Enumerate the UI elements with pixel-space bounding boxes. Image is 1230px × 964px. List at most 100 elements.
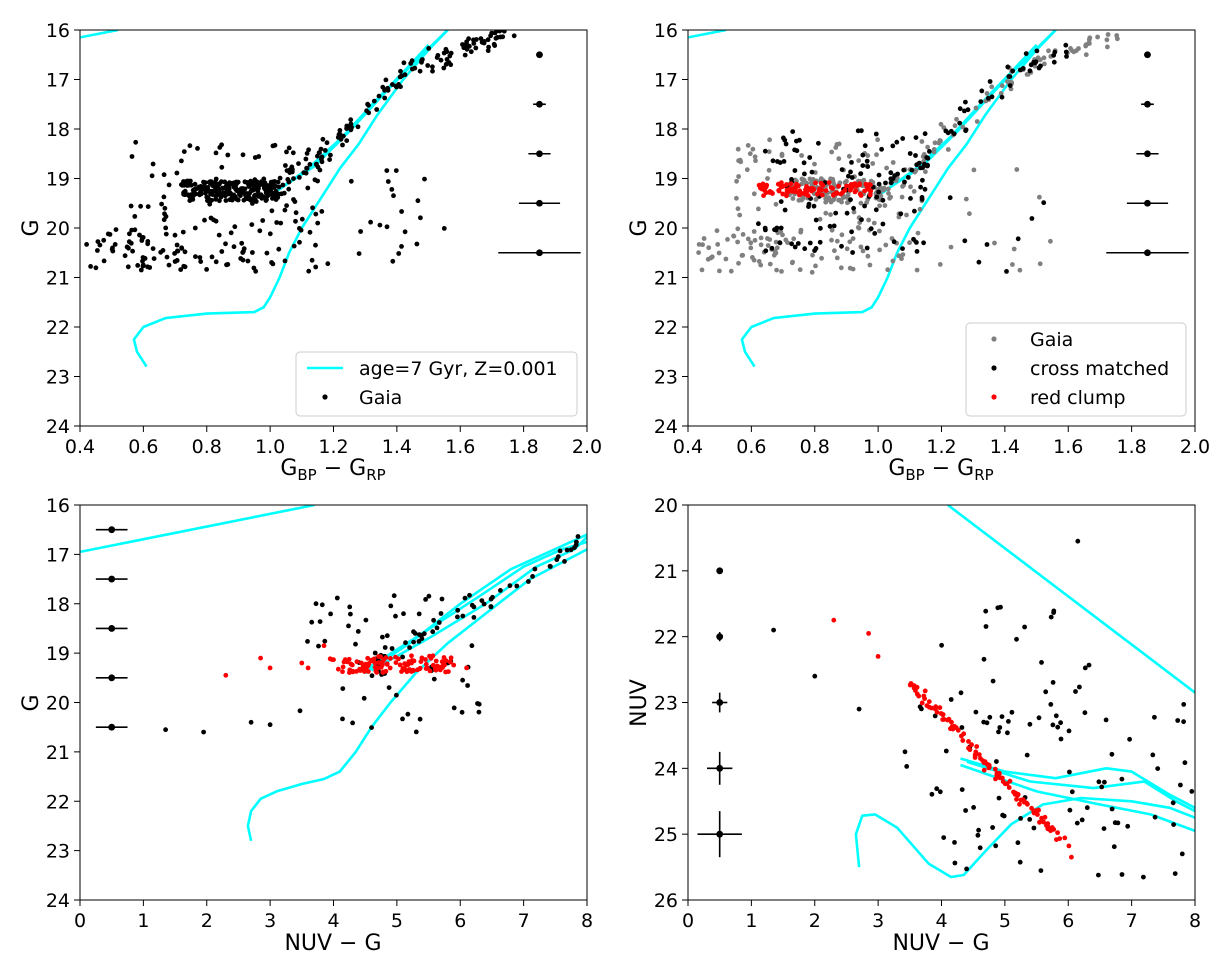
- cross-matched-point: [317, 619, 323, 624]
- gaia-point: [917, 206, 923, 212]
- cross-matched-point: [1152, 714, 1157, 720]
- gaia-point: [485, 48, 491, 54]
- cross-matched-point: [848, 169, 853, 175]
- red-clump-point: [409, 653, 414, 659]
- ticks-top-right: 0.4 0.6 0.8 1.0 1.2 1.4 1.6 1.8 2.0 16 17 18 19 20 21 2…: [654, 20, 1210, 458]
- x-axis-label: GBP − GRP: [888, 456, 993, 484]
- gaia-point: [293, 210, 299, 216]
- cross-matched-point: [849, 229, 854, 235]
- cross-matched-point: [951, 131, 957, 137]
- legend: Gaia cross matched red clump: [965, 322, 1187, 417]
- cross-matched-point: [794, 138, 799, 144]
- cross-matched-point: [987, 714, 993, 720]
- legend-label-gaia: Gaia: [1030, 329, 1073, 351]
- gaia-point: [280, 182, 286, 188]
- gaia-point: [441, 226, 447, 231]
- red-clump-point: [430, 653, 436, 659]
- cross-matched-point: [770, 158, 776, 164]
- cross-matched-point: [922, 161, 927, 167]
- gaia-point: [358, 229, 363, 234]
- cross-matched-point: [859, 128, 864, 134]
- red-clump-point: [981, 767, 987, 773]
- gaia-point: [744, 167, 750, 173]
- gaia-point: [132, 214, 138, 219]
- y-tick-label: 24: [46, 890, 70, 912]
- cross-matched-point: [1067, 807, 1073, 813]
- cross-matched-point: [756, 221, 761, 227]
- x-tick-label: 1: [137, 910, 149, 932]
- gaia-point: [850, 236, 856, 242]
- gaia-point: [758, 235, 764, 241]
- gaia-point: [213, 259, 219, 265]
- red-clump-point: [969, 742, 974, 748]
- gaia-point: [875, 137, 880, 143]
- cross-matched-point: [827, 223, 833, 229]
- gaia-point: [243, 196, 249, 201]
- red-clump-point: [831, 192, 836, 198]
- gaia-point: [753, 158, 758, 164]
- cross-matched-point: [564, 547, 570, 553]
- gaia-point: [149, 173, 155, 179]
- gaia-point: [441, 50, 447, 56]
- y-axis-label: G: [627, 219, 652, 236]
- gaia-point: [201, 183, 207, 189]
- gaia-point: [844, 246, 850, 252]
- gaia-point: [240, 152, 246, 158]
- x-tick-label: 8: [1189, 910, 1201, 932]
- gaia-point: [832, 248, 837, 254]
- cross-matched-point: [1020, 66, 1026, 71]
- cross-matched-point: [817, 239, 823, 245]
- gaia-point: [122, 253, 128, 259]
- cross-matched-point: [405, 711, 411, 717]
- x-tick-label: 2.0: [1180, 436, 1210, 458]
- cross-matched-point: [313, 601, 319, 607]
- gaia-point: [129, 154, 135, 159]
- cross-matched-point: [763, 248, 769, 254]
- cross-matched-point: [859, 217, 864, 223]
- gaia-point: [376, 93, 382, 99]
- gaia-point: [271, 179, 276, 185]
- cross-matched-point: [1036, 715, 1042, 721]
- gaia-point: [227, 182, 233, 188]
- error-bar-point: [536, 249, 543, 257]
- gaia-point: [266, 192, 272, 198]
- cross-matched-point: [1075, 538, 1081, 544]
- gaia-point: [767, 261, 773, 267]
- isochrone-line: [275, 30, 449, 192]
- gaia-point: [233, 186, 239, 192]
- gaia-point: [158, 249, 164, 255]
- cross-matched-point: [1069, 789, 1075, 795]
- gaia-point: [752, 237, 758, 243]
- gaia-point: [163, 225, 169, 231]
- cross-matched-point: [922, 131, 928, 137]
- gaia-point: [998, 91, 1004, 96]
- cross-matched-point: [848, 197, 853, 203]
- y-tick-label: 22: [654, 317, 678, 339]
- x-tick-label: 0.8: [192, 436, 222, 458]
- cross-matched-point: [880, 221, 886, 227]
- cross-matched-point: [849, 160, 854, 165]
- error-bar-point: [108, 526, 116, 534]
- gaia-point: [865, 153, 871, 159]
- gaia-point: [847, 239, 853, 245]
- cross-matched-point: [575, 534, 581, 539]
- gaia-point: [1010, 262, 1015, 267]
- cross-matched-point: [1018, 816, 1023, 821]
- gaia-point: [277, 175, 283, 181]
- x-axis-label: NUV − G: [892, 931, 989, 956]
- red-clump-point: [973, 749, 979, 755]
- red-clump-point: [433, 667, 439, 673]
- gaia-point: [836, 156, 842, 162]
- gaia-point: [208, 190, 214, 196]
- gaia-point: [740, 252, 746, 258]
- red-clump-point: [934, 709, 940, 715]
- gaia-point: [310, 205, 315, 211]
- y-tick-label: 23: [46, 841, 70, 863]
- gaia-point: [748, 240, 754, 246]
- gaia-point: [284, 203, 289, 209]
- cross-matched-point: [416, 639, 422, 644]
- cross-matched-point: [865, 164, 871, 170]
- gaia-point: [415, 198, 421, 204]
- gaia-point: [861, 177, 867, 183]
- gaia-point: [830, 176, 836, 182]
